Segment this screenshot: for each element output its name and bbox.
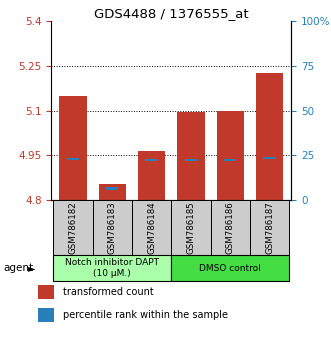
- Text: GSM786183: GSM786183: [108, 201, 117, 254]
- Bar: [38, 285, 54, 299]
- Text: transformed count: transformed count: [63, 287, 153, 297]
- Bar: [145, 159, 158, 161]
- Text: DMSO control: DMSO control: [200, 264, 261, 273]
- Bar: [106, 188, 118, 190]
- Bar: [53, 255, 171, 281]
- Bar: [216, 111, 244, 200]
- Bar: [263, 158, 276, 160]
- Bar: [256, 73, 283, 200]
- Text: GSM786184: GSM786184: [147, 201, 156, 254]
- Bar: [38, 308, 54, 322]
- Bar: [93, 200, 132, 255]
- Bar: [171, 255, 289, 281]
- Bar: [53, 200, 93, 255]
- Text: GSM786185: GSM786185: [186, 201, 196, 254]
- Bar: [224, 159, 236, 161]
- Text: Notch inhibitor DAPT
(10 μM.): Notch inhibitor DAPT (10 μM.): [65, 258, 159, 278]
- Bar: [171, 200, 211, 255]
- Text: ►: ►: [28, 263, 36, 273]
- Text: GSM786187: GSM786187: [265, 201, 274, 254]
- Text: GSM786182: GSM786182: [69, 201, 77, 254]
- Title: GDS4488 / 1376555_at: GDS4488 / 1376555_at: [94, 7, 249, 20]
- Bar: [132, 200, 171, 255]
- Bar: [211, 200, 250, 255]
- Bar: [67, 158, 79, 160]
- Bar: [185, 159, 197, 161]
- Bar: [59, 96, 87, 200]
- Bar: [99, 184, 126, 200]
- Bar: [250, 200, 289, 255]
- Text: percentile rank within the sample: percentile rank within the sample: [63, 310, 228, 320]
- Text: agent: agent: [3, 263, 33, 273]
- Bar: [177, 112, 205, 200]
- Text: GSM786186: GSM786186: [226, 201, 235, 254]
- Bar: [138, 151, 166, 200]
